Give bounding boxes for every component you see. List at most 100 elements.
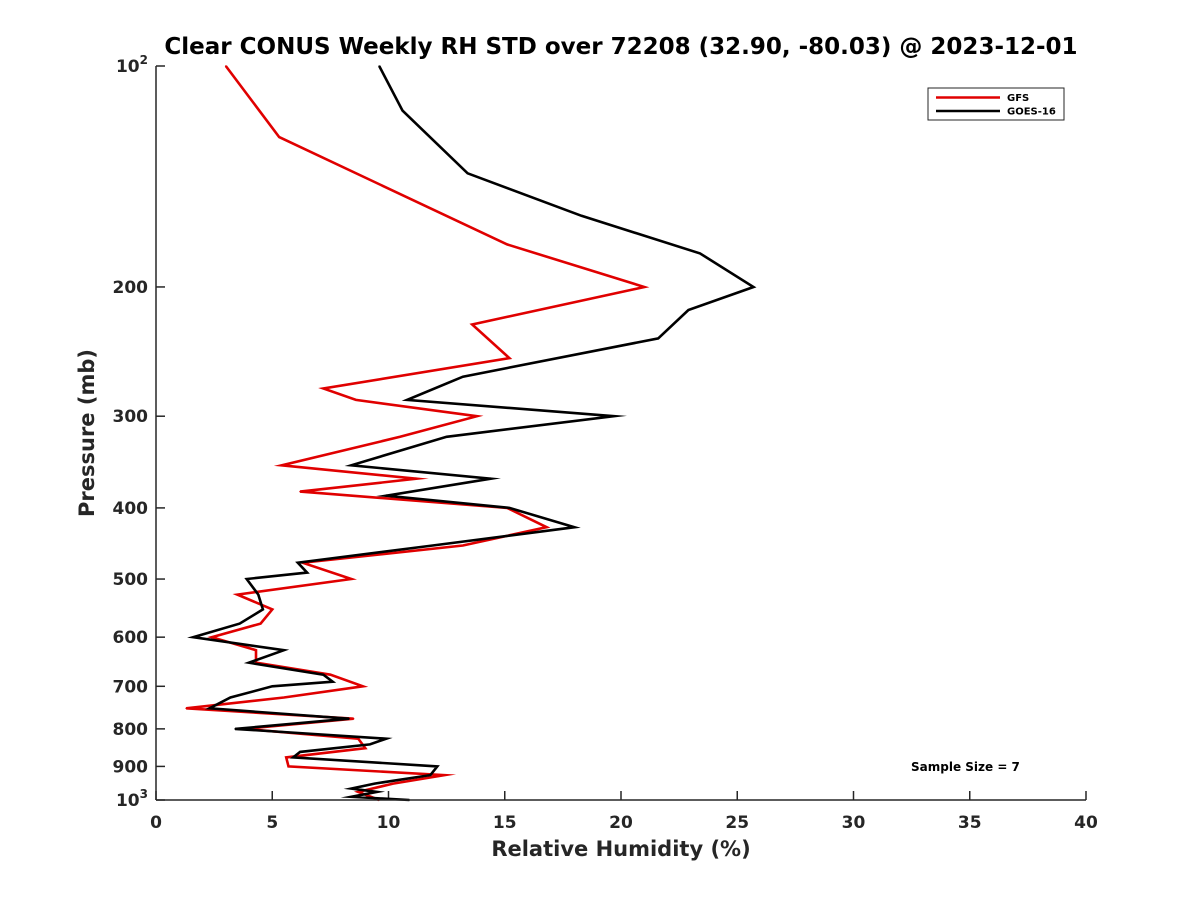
data-point-goes16 [271,685,274,688]
x-tick-label: 20 [609,813,633,833]
data-point-goes16 [699,252,701,255]
y-tick-label: 900 [113,757,149,777]
data-point-gfs [271,608,274,611]
x-tick-label: 35 [958,813,982,833]
data-point-goes16 [436,765,439,768]
data-point-goes16 [283,649,285,651]
data-point-gfs [255,649,257,651]
data-point-goes16 [508,507,511,509]
data-point-goes16 [257,593,260,596]
x-tick-label: 25 [725,813,749,833]
y-tick-label: 200 [113,278,149,298]
y-tick-label: 103 [116,787,148,811]
data-point-gfs [476,415,478,418]
data-point-goes16 [350,787,353,790]
x-tick-label: 15 [493,813,517,833]
data-point-goes16 [348,717,350,720]
legend-label-goes16: GOES-16 [1007,107,1056,118]
y-tick-label: 800 [113,720,149,740]
data-point-gfs [285,756,288,759]
data-point-gfs [185,707,187,710]
data-point-gfs [643,286,646,288]
data-point-goes16 [752,286,755,288]
data-point-goes16 [378,65,381,67]
x-tick-label: 10 [377,813,401,833]
data-point-gfs [399,436,401,438]
data-point-gfs [506,243,508,246]
data-point-goes16 [445,436,448,438]
data-point-goes16 [573,526,576,528]
data-point-gfs [287,765,290,768]
data-point-gfs [350,578,353,580]
data-point-gfs [357,791,360,793]
x-tick-label: 5 [266,813,278,833]
data-point-gfs [415,477,418,480]
axis-ticks: 0 5 10 15 20 25 30 35 40 102 200 300 400 500 600 700 800… [113,53,1098,833]
plot-area [156,66,1086,800]
legend-box [927,87,1065,121]
data-point-gfs [236,593,239,596]
data-point-gfs [280,464,283,467]
data-point-goes16 [376,791,378,793]
data-point-goes16 [262,608,264,611]
data-point-goes16 [613,415,615,418]
x-tick-label: 0 [150,813,162,833]
data-point-goes16 [322,673,325,676]
data-point-goes16 [297,561,299,564]
data-point-goes16 [208,707,211,710]
x-axis-label: Relative Humidity (%) [491,837,750,861]
y-axis-label: Pressure (mb) [75,349,99,517]
data-point-goes16 [248,661,250,664]
data-point-goes16 [466,172,469,175]
y-tick-label: 400 [113,499,149,519]
data-point-goes16 [401,109,404,112]
y-tick-label: 300 [113,407,149,427]
data-point-goes16 [385,737,388,740]
series-group [185,65,757,802]
legend: GFS GOES-16 [927,87,1065,121]
data-point-goes16 [490,477,492,480]
x-tick-label: 40 [1074,813,1098,833]
data-point-gfs [211,636,213,638]
data-point-goes16 [350,464,353,467]
data-point-goes16 [429,774,432,776]
data-point-gfs [357,737,360,740]
data-point-goes16 [234,728,236,730]
data-point-goes16 [431,544,434,547]
legend-label-gfs: GFS [1007,93,1029,104]
data-point-gfs [283,696,285,699]
data-point-goes16 [580,215,583,217]
sample-size-annotation: Sample Size = 7 [911,760,1020,774]
data-point-goes16 [306,571,308,574]
data-point-goes16 [299,751,301,753]
data-point-gfs [462,544,464,547]
data-point-gfs [355,399,357,401]
data-point-gfs [362,685,364,688]
y-tick-label: 500 [113,570,149,590]
data-point-goes16 [292,756,295,759]
data-point-goes16 [350,796,353,798]
data-point-goes16 [406,399,408,401]
data-point-gfs [352,717,355,720]
data-point-gfs [259,622,262,625]
data-point-gfs [443,774,446,776]
data-point-gfs [329,673,332,676]
x-tick-label: 30 [842,813,866,833]
data-point-gfs [278,136,281,138]
data-point-goes16 [373,782,376,785]
data-point-gfs [508,357,511,359]
data-point-goes16 [687,309,690,311]
data-point-gfs [225,65,227,67]
data-point-goes16 [462,375,464,378]
data-point-goes16 [369,743,371,746]
data-point-gfs [392,782,394,785]
y-tick-label: 102 [116,53,148,77]
data-point-gfs [299,490,301,493]
data-point-goes16 [245,578,248,580]
data-point-gfs [545,526,548,528]
data-point-goes16 [192,636,194,638]
chart-title: Clear CONUS Weekly RH STD over 72208 (32… [164,34,1077,60]
data-point-goes16 [385,494,388,497]
y-tick-label: 700 [113,677,149,697]
